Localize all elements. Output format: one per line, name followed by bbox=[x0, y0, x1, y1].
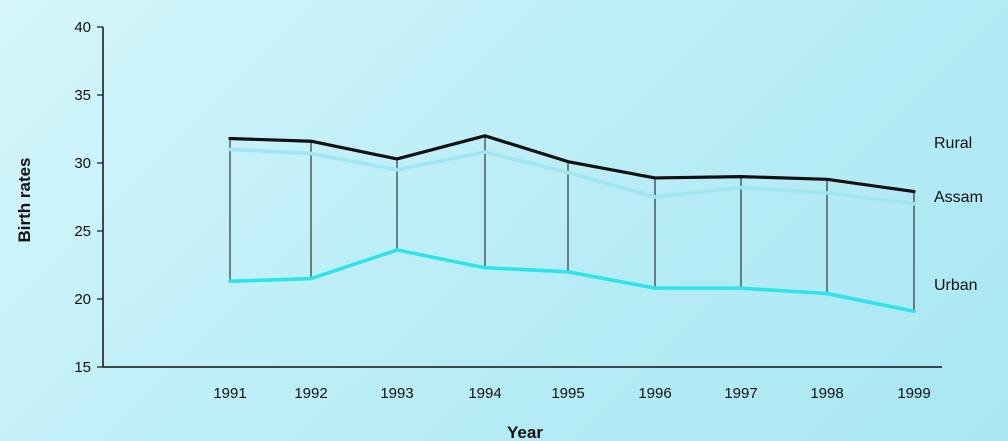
series-line-rural bbox=[228, 134, 916, 194]
series-label-rural: Rural bbox=[934, 135, 972, 152]
series-lines-group bbox=[228, 134, 916, 314]
y-tick-label: 40 bbox=[74, 19, 91, 36]
y-tick-label: 30 bbox=[74, 155, 91, 172]
connectors-group bbox=[229, 135, 915, 312]
x-tick-label: 1991 bbox=[213, 385, 246, 402]
y-axis-title: Birth rates bbox=[15, 157, 34, 242]
x-tick-label: 1999 bbox=[897, 385, 930, 402]
series-label-urban: Urban bbox=[934, 277, 978, 294]
x-tick-label: 1992 bbox=[294, 385, 327, 402]
series-label-assam: Assam bbox=[934, 189, 983, 206]
x-ticks-group: 1991 1992 1993 1994 1995 1996 1997 1998 1999 bbox=[213, 385, 930, 402]
x-tick-label: 1998 bbox=[810, 385, 843, 402]
y-tick-label: 35 bbox=[74, 87, 91, 104]
y-tick-label: 20 bbox=[74, 291, 91, 308]
y-ticks-group: 15 20 25 30 35 40 bbox=[74, 19, 103, 376]
series-line-assam bbox=[228, 147, 916, 206]
series-line-urban bbox=[228, 248, 916, 314]
x-axis-title: Year bbox=[507, 423, 543, 441]
y-tick-label: 25 bbox=[74, 223, 91, 240]
axes-group bbox=[102, 27, 942, 368]
series-labels-group: Rural Assam Urban bbox=[934, 135, 983, 294]
x-tick-label: 1995 bbox=[551, 385, 584, 402]
x-tick-label: 1996 bbox=[638, 385, 671, 402]
x-tick-label: 1997 bbox=[724, 385, 757, 402]
y-tick-label: 15 bbox=[74, 359, 91, 376]
x-tick-label: 1994 bbox=[468, 385, 501, 402]
x-tick-label: 1993 bbox=[380, 385, 413, 402]
